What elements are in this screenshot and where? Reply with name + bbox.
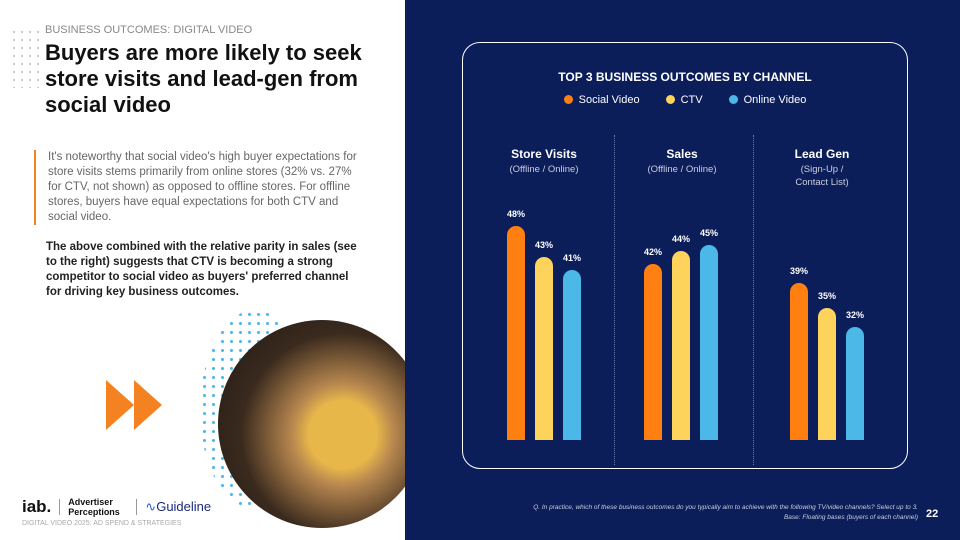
- left-panel: BUSINESS OUTCOMES: DIGITAL VIDEO Buyers …: [0, 0, 426, 540]
- data-label: 44%: [671, 234, 690, 244]
- data-label: 41%: [562, 252, 581, 263]
- data-label: 42%: [643, 246, 662, 257]
- bar-social-video: [790, 282, 808, 440]
- legend-item: CTV: [665, 94, 703, 106]
- chart-title: TOP 3 BUSINESS OUTCOMES BY CHANNEL: [558, 70, 812, 84]
- category-label: Sales (Offline / Online): [617, 147, 747, 176]
- chart-card: [462, 42, 908, 469]
- data-label: 32%: [845, 309, 864, 320]
- data-label: 48%: [506, 208, 525, 219]
- legend-item: Social Video: [563, 94, 640, 106]
- bar-social-video: [507, 225, 525, 440]
- page-number: 22: [926, 508, 939, 520]
- bar-online-video: [846, 326, 864, 440]
- category-subtitle: (Offline / Online): [509, 164, 579, 175]
- divider: [614, 135, 615, 465]
- category-subtitle: (Offline / Online): [647, 164, 717, 175]
- bar-ctv: [818, 307, 836, 440]
- divider: [753, 135, 754, 465]
- eyebrow: BUSINESS OUTCOMES: DIGITAL VIDEO: [45, 24, 253, 36]
- category-subtitle: (Sign-Up / Contact List): [795, 164, 849, 188]
- bar-ctv: [672, 251, 690, 440]
- legend-item: Online Video: [728, 94, 806, 106]
- guideline-icon: ∿: [145, 499, 157, 514]
- data-label: 45%: [699, 227, 718, 238]
- category-label: Lead Gen (Sign-Up / Contact List): [757, 147, 887, 189]
- logos: iab. Advertiser Perceptions ∿Guideline: [22, 497, 211, 517]
- body-text: It's noteworthy that social video's high…: [34, 150, 364, 225]
- category-label: Store Visits (Offline / Online): [479, 147, 609, 176]
- data-label: 39%: [789, 265, 808, 276]
- category-name: Lead Gen: [794, 147, 850, 161]
- bar-ctv: [535, 257, 553, 440]
- category-name: Store Visits: [511, 147, 577, 161]
- data-label: 43%: [534, 240, 553, 251]
- category-name: Sales: [666, 147, 698, 161]
- decorative-dots: [10, 28, 40, 88]
- chart-legend: Social Video CTV Online Video: [462, 94, 908, 106]
- footer: DIGITAL VIDEO 2025: AD SPEND & STRATEGIE…: [22, 520, 182, 527]
- shopping-photo: [218, 320, 426, 528]
- guideline-logo: ∿Guideline: [145, 499, 212, 514]
- bar-online-video: [700, 244, 718, 440]
- footnote: Q. In practice, which of these business …: [533, 504, 918, 521]
- page-title: Buyers are more likely to seek store vis…: [45, 40, 362, 117]
- body-text-bold: The above combined with the relative par…: [46, 241, 357, 298]
- data-label: 35%: [817, 290, 836, 301]
- bar-online-video: [563, 269, 581, 440]
- iab-logo: iab.: [22, 497, 52, 516]
- advertiser-perceptions-logo: Advertiser Perceptions: [68, 497, 120, 517]
- chevron-icon: [134, 380, 162, 430]
- bar-social-video: [644, 263, 662, 440]
- chevron-icon: [106, 380, 134, 430]
